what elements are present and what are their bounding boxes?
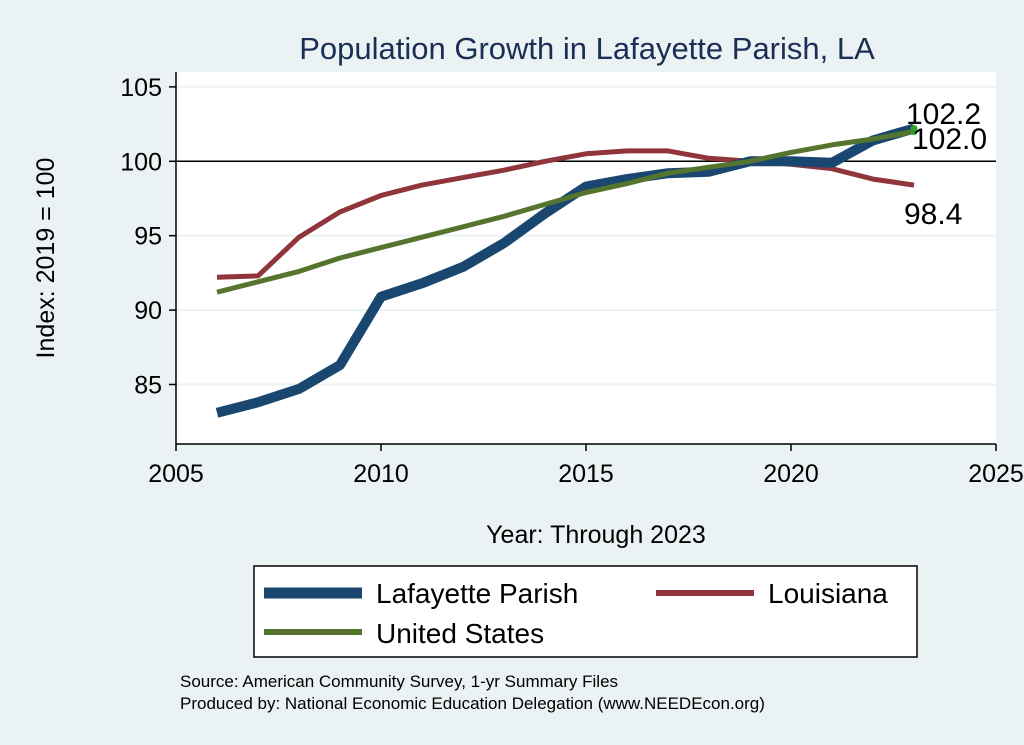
- x-tick-label-2020: 2020: [763, 460, 819, 488]
- y-tick-label-105: 105: [120, 74, 162, 102]
- y-tick-label-95: 95: [134, 223, 162, 251]
- source-line: Source: American Community Survey, 1-yr …: [180, 672, 618, 691]
- x-tick-label-2005: 2005: [148, 460, 204, 488]
- series-line-united-states: [216, 129, 915, 295]
- y-axis-ticks: 85 90 95 100 105: [120, 74, 176, 399]
- produced-by-line: Produced by: National Economic Education…: [180, 694, 765, 713]
- legend-box: [253, 565, 918, 658]
- end-marker-united-states: [910, 128, 918, 136]
- y-tick-label-100: 100: [120, 148, 162, 176]
- y-tick-label-85: 85: [134, 371, 162, 399]
- plot-area: [175, 72, 996, 445]
- legend-label-united-states: United States: [376, 618, 544, 649]
- x-axis-ticks: 2005 2010 2015 2020 2025: [148, 444, 1024, 488]
- legend-label-louisiana: Louisiana: [768, 578, 888, 609]
- y-tick-label-90: 90: [134, 297, 162, 325]
- end-markers: [910, 125, 918, 136]
- chart-title: Population Growth in Lafayette Parish, L…: [299, 31, 875, 66]
- x-tick-label-2015: 2015: [558, 460, 614, 488]
- legend: Lafayette Parish Louisiana United States: [253, 565, 918, 658]
- x-axis-title: Year: Through 2023: [486, 521, 706, 549]
- series-layer: [215, 123, 916, 418]
- end-label-louisiana: 98.4: [904, 198, 962, 231]
- end-label-united-states: 102.0: [912, 123, 987, 156]
- legend-label-lafayette: Lafayette Parish: [376, 578, 578, 609]
- x-tick-label-2025: 2025: [968, 460, 1024, 488]
- y-axis-title: Index: 2019 = 100: [32, 158, 60, 359]
- x-tick-label-2010: 2010: [353, 460, 409, 488]
- end-label-lafayette: 102.2: [906, 98, 981, 131]
